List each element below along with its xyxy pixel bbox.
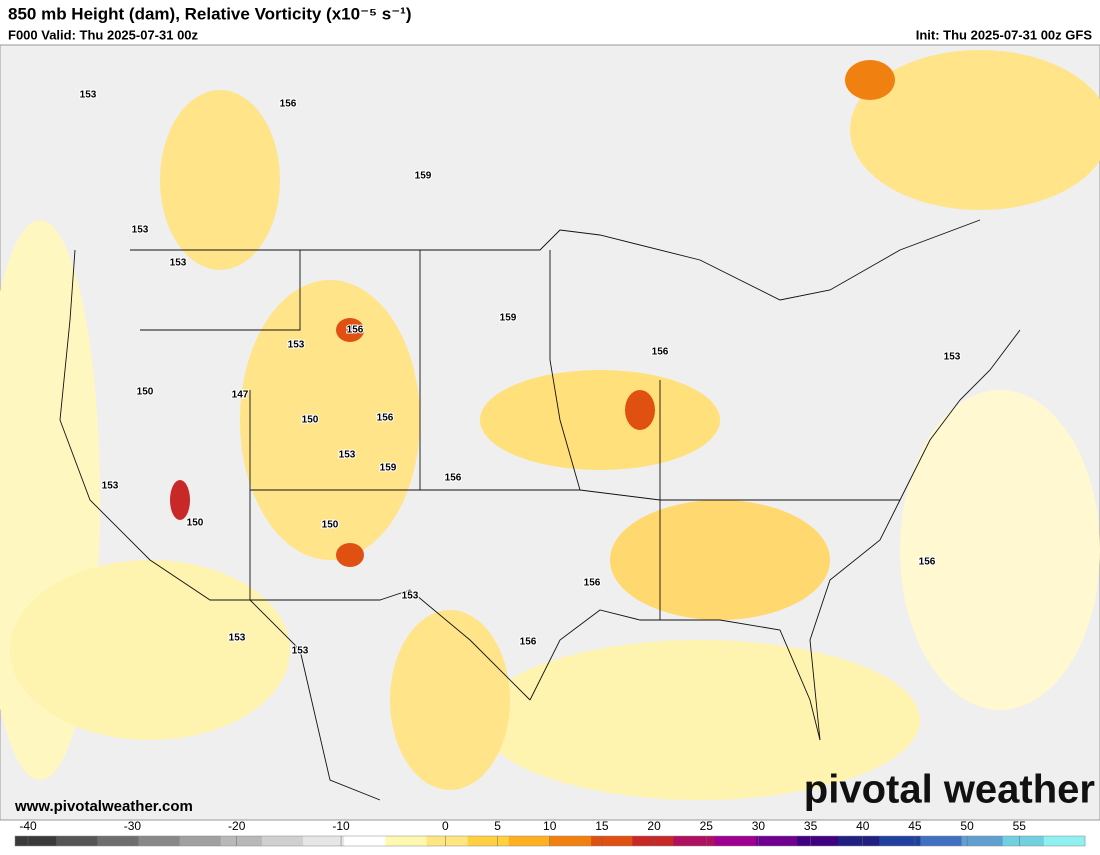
- contour-label: 153: [80, 90, 97, 101]
- colorbar-cell: [138, 836, 181, 846]
- colorbar-cell: [261, 836, 304, 846]
- colorbar-tick-label: 35: [804, 819, 818, 833]
- contour-label: 150: [302, 415, 319, 426]
- contour-label: 153: [170, 258, 187, 269]
- contour-label: 156: [347, 325, 364, 336]
- colorbar-frame: [14, 835, 1086, 847]
- map: [0, 44, 1100, 821]
- colorbar-cell: [796, 836, 839, 846]
- colorbar-tick-label: 55: [1013, 819, 1027, 833]
- colorbar-tick-label: 20: [647, 819, 661, 833]
- contour-label: 153: [292, 646, 309, 657]
- colorbar-cell: [56, 836, 98, 846]
- colorbar-cell: [1043, 836, 1086, 846]
- contour-label: 153: [339, 450, 356, 461]
- colorbar-cell: [920, 836, 963, 846]
- colorbar-tick-label: 0: [442, 819, 449, 833]
- colorbar-cell: [15, 836, 57, 846]
- colorbar-cell: [1002, 836, 1045, 846]
- colorbar-cell: [838, 836, 880, 846]
- colorbar-cell: [755, 836, 798, 846]
- contour-label: 150: [322, 520, 339, 531]
- colorbar-cell: [961, 836, 1004, 846]
- contour-label: 150: [187, 518, 204, 529]
- contour-label: 159: [380, 463, 397, 474]
- contour-label: 159: [415, 171, 432, 182]
- contour-label: 150: [137, 387, 154, 398]
- valid-time: F000 Valid: Thu 2025-07-31 00z: [8, 27, 199, 42]
- colorbar-tick-label: 25: [700, 819, 714, 833]
- contour-label: 156: [652, 347, 669, 358]
- contour-label: 156: [584, 578, 601, 589]
- colorbar-tick-label: 15: [595, 819, 609, 833]
- contour-label: 153: [102, 481, 119, 492]
- init-time: Init: Thu 2025-07-31 00z GFS: [916, 27, 1093, 42]
- colorbar-tick-label: 40: [856, 819, 870, 833]
- colorbar-cell: [550, 836, 592, 846]
- colorbar-cell: [426, 836, 469, 846]
- colorbar-cell: [344, 836, 386, 846]
- title: 850 mb Height (dam), Relative Vorticity …: [8, 4, 412, 23]
- contour-label: 156: [919, 557, 936, 568]
- colorbar-tick-label: -10: [332, 819, 350, 833]
- colorbar-cell: [673, 836, 716, 846]
- colorbar-tick-label: 45: [908, 819, 922, 833]
- colorbar-tick-label: 5: [494, 819, 501, 833]
- colorbar-cell: [714, 836, 757, 846]
- colorbar-cell: [179, 836, 222, 846]
- colorbar-cell: [97, 836, 139, 846]
- contour-label: 153: [229, 633, 246, 644]
- colorbar-cell: [303, 836, 345, 846]
- colorbar-tick-label: 50: [960, 819, 974, 833]
- watermark: pivotal weather: [804, 768, 1095, 812]
- contour-label: 153: [288, 340, 305, 351]
- contour-label: 156: [377, 413, 394, 424]
- contour-label: 156: [280, 99, 297, 110]
- contour-label: 159: [500, 313, 517, 324]
- contour-label: 147: [232, 390, 249, 401]
- colorbar-cell: [385, 836, 428, 846]
- site-url: www.pivotalweather.com: [14, 798, 193, 815]
- colorbar-cell: [220, 836, 263, 846]
- colorbar-cell: [632, 836, 674, 846]
- colorbar-tick-label: -20: [228, 819, 246, 833]
- colorbar-tick-label: 10: [543, 819, 557, 833]
- contour-label: 156: [520, 637, 537, 648]
- colorbar-cell: [591, 836, 633, 846]
- colorbar-cell: [508, 836, 551, 846]
- colorbar-cell: [879, 836, 921, 846]
- contour-label: 153: [944, 352, 961, 363]
- contour-label: 153: [402, 591, 419, 602]
- contour-label: 156: [445, 473, 462, 484]
- contour-label: 153: [132, 225, 149, 236]
- colorbar-cell: [467, 836, 510, 846]
- colorbar-tick-label: -40: [19, 819, 37, 833]
- colorbar-tick-label: 30: [752, 819, 766, 833]
- colorbar-tick-label: -30: [124, 819, 142, 833]
